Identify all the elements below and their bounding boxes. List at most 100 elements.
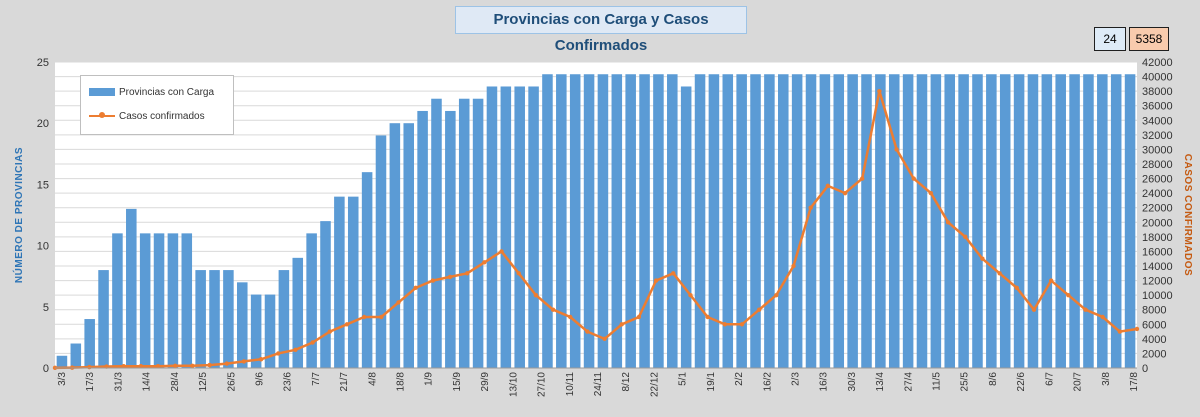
line-point [791, 263, 796, 269]
bar [875, 74, 886, 369]
y-right-tick-label: 2000 [1142, 348, 1166, 360]
line-point [138, 363, 144, 369]
y-right-tick-label: 34000 [1142, 115, 1173, 127]
line-point [894, 147, 899, 152]
bar [958, 74, 969, 369]
bar [112, 233, 123, 368]
cases-value-box: 5358 [1129, 27, 1169, 51]
x-tick-label: 19/1 [706, 372, 717, 392]
legend-line-swatch [89, 112, 115, 119]
x-tick-label: 27/4 [903, 372, 914, 392]
bar [98, 270, 109, 368]
line-point [653, 278, 659, 283]
bar [569, 74, 581, 369]
bar [153, 233, 165, 368]
bar [167, 233, 179, 368]
bar [361, 172, 373, 368]
bar [403, 123, 415, 368]
bar [347, 196, 359, 368]
bar [1110, 74, 1122, 369]
legend-label-bars: Provincias con Carga [119, 87, 215, 98]
bar [223, 270, 234, 368]
y-left-tick-label: 25 [37, 57, 49, 69]
line-point [276, 351, 281, 356]
line-point [1083, 307, 1088, 312]
y-right-tick-label: 6000 [1142, 319, 1166, 331]
line-point [258, 357, 264, 362]
x-tick-label: 16/3 [819, 372, 830, 392]
x-tick-label: 22/6 [1016, 372, 1027, 392]
bar [597, 74, 609, 369]
line-point [447, 274, 453, 280]
line-point [877, 88, 882, 94]
bar [694, 74, 706, 369]
legend-label-line: Casos confirmados [119, 111, 205, 122]
bar [500, 86, 512, 368]
y-right-tick-label: 24000 [1142, 188, 1173, 200]
y-right-tick-label: 36000 [1142, 101, 1173, 113]
line-point [945, 220, 951, 225]
bar [195, 270, 206, 368]
line-point [756, 307, 762, 312]
line-point [911, 176, 916, 181]
line-point [774, 292, 779, 298]
y-right-tick-label: 10000 [1142, 290, 1173, 302]
x-tick-label: 8/6 [988, 372, 999, 386]
x-tick-label: 5/1 [678, 372, 689, 386]
bar [250, 294, 262, 368]
bar [458, 98, 470, 368]
bar [861, 74, 872, 369]
bar [888, 74, 900, 369]
line-point [671, 271, 676, 276]
bar [764, 74, 775, 369]
bar [999, 74, 1011, 369]
legend-item-bars: Provincias con Carga [89, 86, 214, 100]
bar [514, 86, 525, 368]
line-point [379, 314, 384, 320]
line-point [430, 278, 436, 283]
x-tick-label: 13/10 [508, 372, 519, 397]
y-right-tick-label: 12000 [1142, 276, 1173, 288]
bar [1055, 74, 1066, 369]
bar [819, 74, 831, 369]
line-point [190, 363, 195, 369]
line-point [464, 271, 470, 276]
line-point [396, 300, 401, 305]
x-tick-label: 22/12 [649, 372, 660, 397]
line-point [1048, 278, 1054, 283]
y-left-tick-label: 5 [43, 302, 49, 314]
line-point [310, 340, 315, 345]
x-tick-label: 16/2 [762, 372, 773, 392]
x-tick-label: 6/7 [1044, 372, 1055, 386]
bar [805, 74, 817, 369]
line-point [516, 271, 521, 276]
line-point [344, 322, 350, 327]
bar [375, 135, 387, 368]
line-point [739, 322, 745, 327]
bar [625, 74, 636, 369]
x-tick-label: 17/3 [85, 372, 96, 392]
line-point [413, 285, 418, 291]
x-tick-label: 10/11 [565, 372, 576, 397]
bar [70, 343, 82, 368]
bar [334, 196, 345, 368]
bar [556, 74, 567, 369]
legend: Provincias con Carga Casos confirmados [80, 75, 234, 135]
x-tick-label: 25/5 [960, 372, 971, 392]
y-right-tick-label: 14000 [1142, 261, 1173, 273]
line-point [550, 307, 556, 312]
y-axis-left-title: NÚMERO DE PROVINCIAS [12, 147, 25, 283]
provinces-value-box: 24 [1094, 27, 1126, 51]
line-point [842, 190, 848, 196]
bar [680, 86, 692, 368]
line-point [155, 363, 161, 369]
bar [847, 74, 858, 369]
x-tick-label: 13/4 [875, 372, 886, 392]
x-tick-label: 17/8 [1129, 372, 1140, 392]
bar [84, 319, 95, 368]
line-series [52, 88, 1140, 371]
x-tick-label: 7/7 [311, 372, 322, 386]
line-point [636, 314, 642, 320]
legend-item-line: Casos confirmados [89, 110, 205, 124]
bar [181, 233, 193, 368]
